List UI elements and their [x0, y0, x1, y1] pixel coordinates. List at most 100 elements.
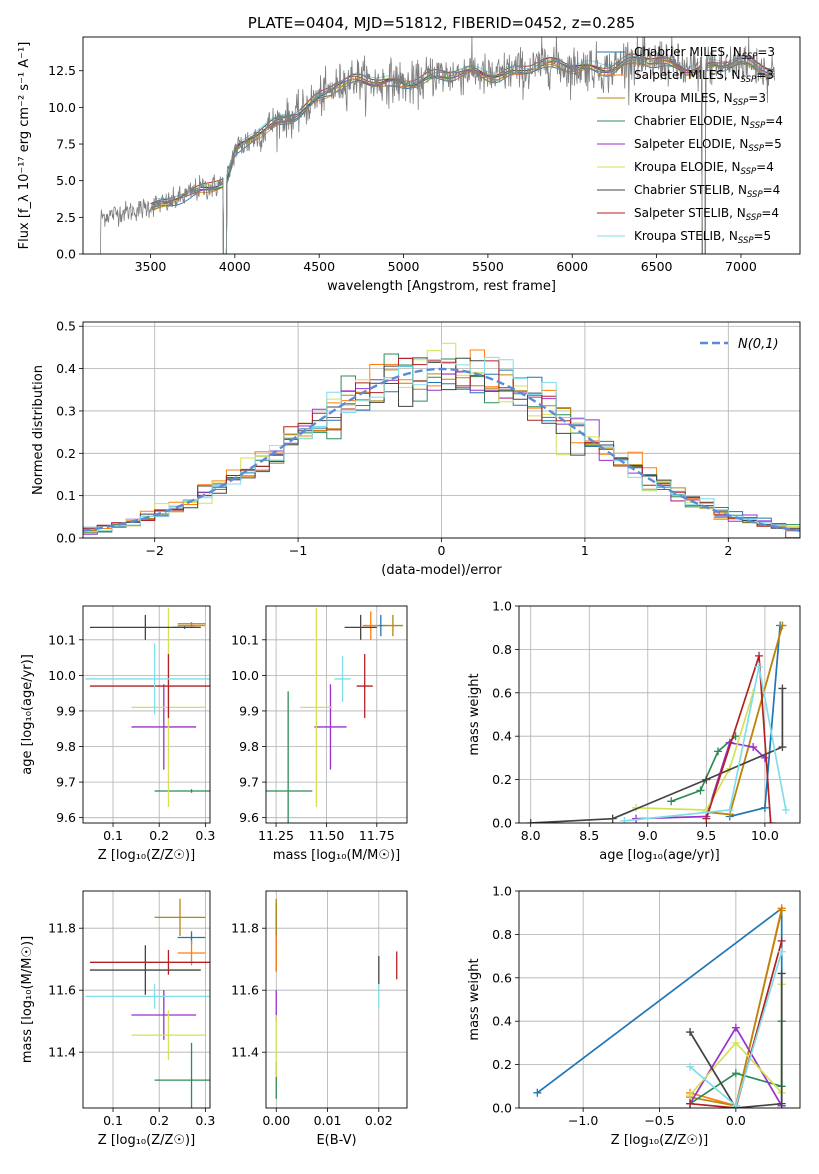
y-tick-label: 2.5: [56, 210, 76, 225]
error-bar-point: [131, 684, 197, 770]
x-tick-label: 10.0: [751, 828, 779, 843]
spectrum-title: PLATE=0404, MJD=51812, FIBERID=0452, z=0…: [248, 14, 635, 32]
y-tick-label: 11.4: [231, 1045, 259, 1060]
legend-entry: Chabrier MILES, NSSP=3: [634, 45, 775, 62]
error-bar-point: [85, 984, 210, 1009]
weight-marker: [777, 1099, 786, 1108]
x-tick-label: 2: [724, 543, 732, 558]
y-tick-label: 11.6: [48, 983, 76, 998]
spectrum-panel: 3500 4000 4500 5000 5500 6000 6500 7000 0.0 2.5 5.…: [17, 36, 801, 294]
model-spectrum-kroupa-miles: [153, 59, 775, 254]
weight-marker: [778, 743, 787, 752]
error-bar-point: [89, 654, 210, 719]
error-bar-point: [362, 611, 379, 640]
weight-vs-age-plot-area: [526, 621, 790, 823]
weight-marker: [777, 947, 786, 956]
x-tick-label: 5000: [388, 259, 420, 274]
y-tick-label: 10.1: [231, 632, 259, 647]
y-tick-label: 9.8: [239, 739, 259, 754]
model-spectrum-kroupa-elodie: [154, 56, 775, 254]
weight-marker: [731, 1038, 740, 1047]
mass-vs-Z-panel: 0.1 0.2 0.3 11.4 11.6 11.8 Z [log₁₀(Z/Z☉)] mass…: [20, 890, 215, 1148]
y-tick-label: 0.8: [492, 927, 512, 942]
weight-marker: [778, 621, 787, 630]
weight-marker: [686, 1099, 695, 1108]
histogram-kroupa-stelib: [83, 356, 800, 538]
x-tick-label: 0.3: [195, 1113, 215, 1128]
weight-marker: [755, 662, 764, 671]
x-tick-label: 0.02: [365, 1113, 393, 1128]
y-tick-label: 0.3: [56, 403, 76, 418]
x-tick-label: 6500: [641, 259, 673, 274]
weight-vs-Z-frame: [518, 890, 801, 1109]
y-tick-label: 9.7: [56, 775, 76, 790]
weight-marker: [696, 786, 705, 795]
y-tick-label: 10.0: [48, 100, 76, 115]
y-tick-label: 0.5: [56, 319, 76, 334]
x-tick-label: −2: [145, 543, 163, 558]
age-vs-Z-x-axis-label: Z [log₁₀(Z/Z☉)]: [98, 848, 195, 863]
x-tick-label: 4500: [303, 259, 335, 274]
residuals-panel: −2 −1 0 1 2 0.0 0.1 0.2 0.3 0.4 0.5 (data-model)/er…: [31, 319, 801, 578]
residuals-x-axis-label: (data-model)/error: [381, 563, 502, 578]
y-tick-label: 0.4: [492, 1014, 512, 1029]
legend-entry: Kroupa MILES, NSSP=3: [634, 91, 766, 108]
y-tick-label: 0.0: [492, 816, 512, 831]
weight-marker: [526, 819, 535, 823]
weight-line-chabrier-stelib: [530, 688, 784, 823]
mass-vs-ebv-x-axis-label: E(B-V): [316, 1133, 356, 1148]
mass-vs-ebv-frame: [265, 890, 408, 1109]
weight-line-salpeter-stelib: [689, 940, 783, 1108]
weight-marker: [755, 651, 764, 660]
mass-vs-Z-x-axis-label: Z [log₁₀(Z/Z☉)]: [98, 1133, 195, 1148]
spectrum-y-axis-label: Flux [f_λ 10⁻¹⁷ erg cm⁻² s⁻¹ A⁻¹]: [17, 42, 32, 250]
y-tick-label: 0.2: [56, 446, 76, 461]
error-bar-point: [344, 614, 377, 640]
x-tick-label: −1: [289, 543, 307, 558]
weight-marker: [686, 1090, 695, 1099]
spectrum-frame: [82, 36, 801, 255]
weight-vs-Z-panel: −1.0 −0.5 0.0 0.0 0.2 0.4 0.6 0.8 1.0 Z [log₁₀(Z/…: [467, 884, 801, 1148]
error-bar-point: [382, 614, 403, 637]
y-tick-label: 0.2: [492, 1057, 512, 1072]
age-vs-Z-plot-area: [85, 607, 210, 807]
age-vs-mass-frame: [265, 605, 408, 824]
y-tick-label: 11.8: [48, 921, 76, 936]
y-tick-label: 7.5: [56, 137, 76, 152]
y-tick-label: 9.6: [56, 810, 76, 825]
y-tick-label: 10.0: [231, 668, 259, 683]
error-bar-point: [89, 945, 201, 995]
weight-vs-age-frame: [518, 605, 801, 824]
age-vs-Z-frame: [82, 605, 211, 824]
error-bar-point: [131, 990, 197, 1040]
y-tick-label: 5.0: [56, 173, 76, 188]
error-bar-point: [154, 1042, 210, 1108]
y-tick-label: 9.9: [239, 703, 259, 718]
y-tick-label: 12.5: [48, 63, 76, 78]
weight-marker: [777, 936, 786, 945]
mass-vs-ebv-panel: 0.00 0.01 0.02 11.4 11.6 11.8 E(B-V): [231, 890, 408, 1148]
weight-marker: [777, 969, 786, 978]
weight-line-kroupa-elodie: [636, 692, 755, 811]
x-tick-label: 6000: [556, 259, 588, 274]
model-spectrum-chabrier-elodie: [150, 56, 775, 254]
age-vs-Z-panel: 0.1 0.2 0.3 9.6 9.7 9.8 9.9 10.0 10.1 Z [log₁₀(Z/…: [20, 605, 215, 863]
error-bar-point: [334, 655, 351, 703]
weight-marker: [702, 775, 711, 784]
legend-entry: Chabrier STELIB, NSSP=4: [634, 183, 780, 200]
age-vs-Z-y-axis-label: age [log₁₀(age/yr)]: [20, 654, 35, 775]
y-tick-label: 1.0: [492, 884, 512, 899]
x-tick-label: 0.01: [314, 1113, 342, 1128]
y-tick-label: 9.8: [56, 739, 76, 754]
error-bar-point: [89, 614, 201, 640]
weight-marker: [731, 1069, 740, 1078]
residuals-y-axis-label: Normed distribution: [31, 365, 46, 495]
y-tick-label: 10.1: [48, 632, 76, 647]
mass-vs-Z-plot-area: [85, 898, 210, 1108]
error-bar-point: [266, 691, 313, 823]
x-tick-label: 0.00: [262, 1113, 290, 1128]
legend-entry: Kroupa STELIB, NSSP=5: [634, 229, 771, 246]
x-tick-label: 11.50: [309, 828, 345, 843]
legend-entry: Chabrier ELODIE, NSSP=4: [634, 114, 783, 131]
error-bar-point: [154, 898, 206, 936]
